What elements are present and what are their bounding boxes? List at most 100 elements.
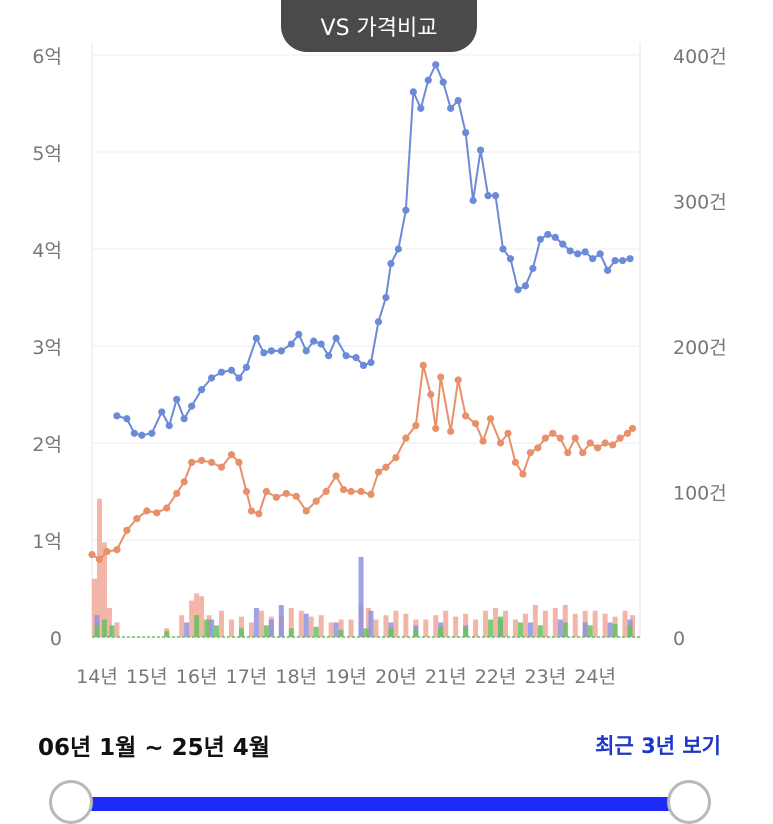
range-slider-end-handle[interactable] [667,780,711,824]
price_orange-point [217,463,226,471]
volume-bar-salmon [238,616,244,637]
volume-bar-salmon [328,622,334,637]
price_orange-point [541,434,549,442]
price_orange-point [392,453,400,462]
volume-bar-green [488,619,494,637]
price_blue-point [260,349,268,357]
volume-bar-salmon [298,610,304,637]
volume-bar-green [101,619,107,637]
price_blue-point [469,196,477,205]
price_blue-point [295,330,303,338]
price_blue-point [352,354,360,362]
price_blue-point [476,146,485,154]
volume-bar-salmon [453,616,459,637]
date-range-label: 06년 1월 ~ 25년 4월 [38,735,270,761]
y-left-tick-label: 6억 [32,46,62,68]
volume-bar-salmon [522,613,528,637]
price_blue-point [148,429,156,437]
x-tick-label: 22년 [475,666,517,688]
volume-bar-purple [209,619,215,637]
volume-bar-salmon [373,619,379,637]
price_orange-point [312,497,320,505]
price_blue-point [317,340,325,348]
volume-bar-purple [557,619,563,637]
price_orange-point [133,515,141,523]
volume-bar-salmon [228,619,234,637]
price_orange-point [292,492,300,500]
volume-bar-purple [278,604,284,637]
price_blue-point [491,192,500,200]
volume-bar-green [587,625,593,637]
volume-bar-green [204,619,210,637]
price_orange-point [173,489,181,498]
volume-bar-green [109,625,115,637]
volume-bar-salmon [433,615,439,637]
x-tick-label: 14년 [76,666,118,688]
range-slider-start-handle[interactable] [49,780,93,824]
y-left-tick-label: 5억 [32,143,62,165]
price_blue-point [359,361,368,369]
price_orange-point [374,468,383,476]
price_orange-point [180,478,188,486]
price_blue-point [302,347,310,355]
price_blue-point [424,76,432,84]
volume-bar-green [413,629,419,637]
price_orange-point [402,434,410,442]
volume-bar-green [263,625,269,637]
volume-bar-salmon [189,600,195,637]
volume-bar-green [438,626,444,637]
price_blue-point [287,340,295,348]
price_blue-point [521,282,530,290]
volume-bar-green [238,628,244,637]
price_blue-point [409,88,417,96]
volume-bar-salmon [288,607,294,637]
volume-bar-purple [184,622,190,637]
price_orange-point [227,451,236,459]
volume-bar-purple [582,622,588,637]
recent-3y-button[interactable]: 최근 3년 보기 [595,734,721,758]
price_blue-point [551,233,559,241]
y-right-tick-label: 300건 [673,192,727,214]
vs-compare-button[interactable]: VS 가격비교 [281,0,477,52]
range-slider-track[interactable] [72,797,690,811]
price_blue-point [173,395,181,403]
volume-bar-green [338,629,344,637]
volume-bar-salmon [622,610,628,637]
price_blue-point [506,255,515,263]
price_blue-point [432,61,440,69]
price_orange-point [437,373,445,381]
price_blue-point [484,192,492,200]
price_orange-point [486,415,495,423]
price_blue-point [529,264,537,272]
volume-bar-green [612,623,618,637]
price_orange-point [479,437,487,445]
price_blue-point [207,374,216,382]
price_orange-point [302,507,310,515]
price_orange-point [432,424,440,433]
price_blue-point [454,96,462,105]
y-right-tick-label: 400건 [673,46,727,68]
price_orange-point [143,507,151,515]
price_orange-point [534,444,542,452]
price_blue-point [417,104,425,112]
price_blue-point [559,240,567,248]
volume-bar-salmon [91,578,97,637]
price_orange-point [88,550,96,559]
volume-bar-salmon [542,610,548,637]
price_orange-point [556,434,564,442]
price_blue-point [374,318,383,326]
price_blue-point [447,104,455,112]
volume-bar-salmon [572,613,578,637]
price_blue-point [342,352,350,360]
price_orange-point [188,458,196,466]
volume-bar-green [313,626,319,637]
volume-bar-green [288,628,294,637]
price_blue-point [267,347,275,355]
price_blue-point [113,412,121,420]
volume-bar-green [537,625,543,637]
price_orange-point [564,449,572,457]
price_blue-point [188,402,196,410]
price_orange-point [198,456,206,465]
volume-bar-green [164,631,170,637]
price_blue-point [165,421,173,430]
